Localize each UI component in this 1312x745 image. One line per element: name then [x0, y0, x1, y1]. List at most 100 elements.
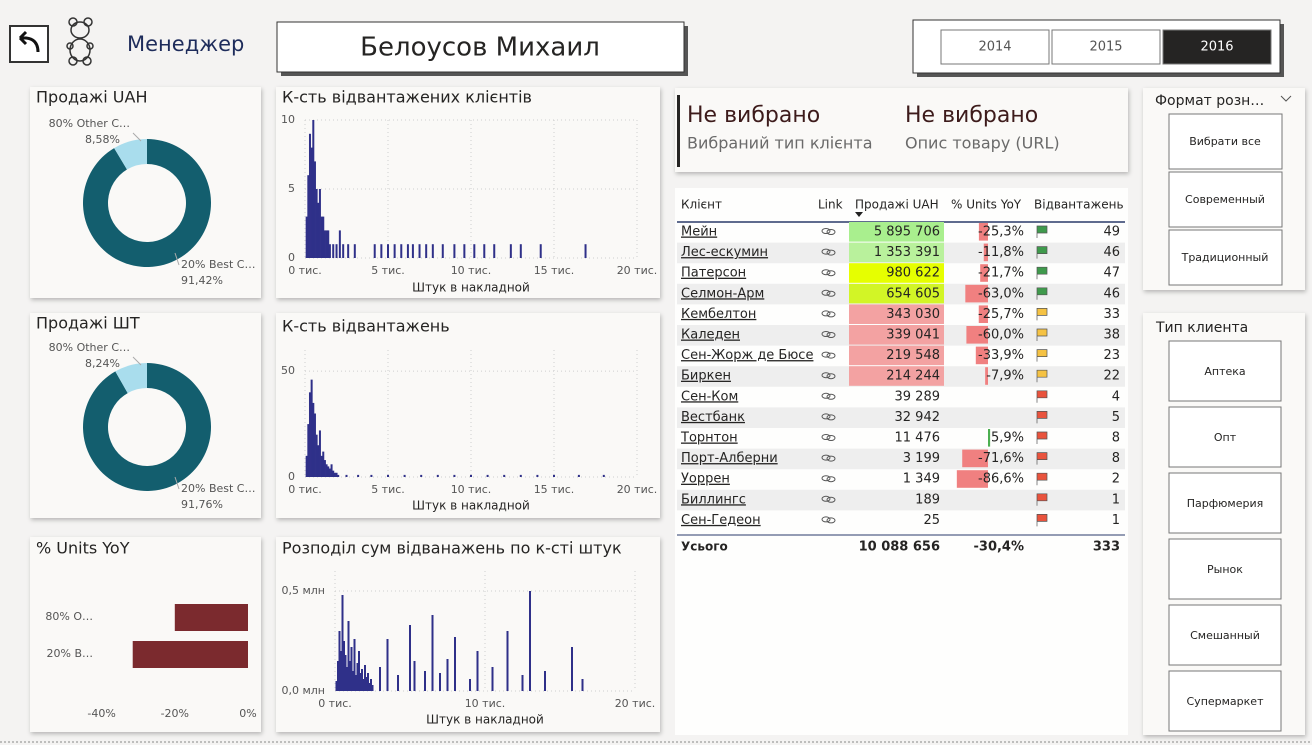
bar: [397, 675, 399, 691]
bar: [320, 216, 323, 258]
bar: [362, 679, 365, 691]
link-icon[interactable]: [821, 495, 836, 503]
slicer-title: Тип клиента: [1155, 320, 1248, 336]
year-button[interactable]: [940, 29, 1050, 65]
panel: [276, 87, 660, 298]
link-icon[interactable]: [821, 454, 836, 462]
client-name[interactable]: Порт-Алберни: [681, 451, 778, 466]
sales-highlight: [849, 325, 944, 345]
bar: [174, 604, 248, 631]
client-name[interactable]: Лес-ескумин: [681, 245, 768, 260]
bar: [335, 244, 338, 258]
link-icon[interactable]: [821, 372, 836, 380]
link-icon[interactable]: [821, 516, 836, 524]
x-tick-label: 20 тис.: [617, 264, 658, 277]
bar: [418, 244, 421, 258]
slicer-item: Традиционный: [1181, 251, 1269, 264]
bar: [370, 679, 372, 691]
slicer-button[interactable]: [1168, 604, 1282, 666]
slicer-button[interactable]: [1168, 171, 1283, 228]
client-name[interactable]: Уоррен: [681, 472, 730, 487]
client-name[interactable]: Мейн: [681, 225, 717, 240]
y-tick-label: 5: [288, 182, 295, 195]
bar: [371, 685, 374, 691]
manager-name: Белоусов Михаил: [360, 33, 600, 63]
link-icon[interactable]: [821, 228, 836, 235]
total-yoy: -30,4%: [974, 540, 1025, 555]
bar: [413, 661, 416, 691]
bar: [602, 474, 605, 477]
slicer-button[interactable]: [1168, 113, 1283, 170]
back-icon: [18, 30, 40, 53]
client-name[interactable]: Селмон-Арм: [681, 286, 764, 301]
status-flag: [1036, 390, 1048, 403]
bar: [323, 460, 326, 477]
link-loop: [821, 454, 831, 461]
name-box: [276, 21, 685, 73]
bar: [358, 651, 360, 691]
bar: [400, 244, 403, 258]
status-flag: [1036, 452, 1048, 465]
back-button[interactable]: [9, 25, 49, 63]
link-loop: [821, 310, 831, 317]
y-tick-label: 80% O…: [45, 610, 93, 623]
bar: [333, 472, 336, 477]
sales-value: 980 622: [886, 266, 940, 281]
slicer-button[interactable]: [1168, 538, 1282, 600]
bar: [454, 637, 456, 691]
leader-line: [174, 476, 180, 490]
x-tick-label: 20 тис.: [617, 483, 658, 496]
client-name[interactable]: Биркен: [681, 369, 731, 384]
bar: [509, 244, 512, 258]
sales-value: 214 244: [886, 369, 940, 384]
sales-highlight: [849, 242, 944, 263]
shipments-value: 38: [1103, 328, 1120, 343]
x-tick-label: -40%: [87, 707, 115, 720]
client-name[interactable]: Биллингс: [681, 492, 746, 507]
link-loop: [821, 475, 831, 482]
link-icon[interactable]: [821, 351, 836, 359]
chart-title: Продажі ШТ: [36, 314, 140, 333]
panel: [30, 537, 261, 732]
link-icon[interactable]: [821, 310, 836, 318]
bar: [364, 665, 366, 691]
client-name[interactable]: Сен-Жорж де Бюсе: [681, 348, 813, 363]
slicer-button[interactable]: [1168, 472, 1282, 534]
sales-highlight: [849, 283, 944, 304]
sales-value: 189: [915, 492, 940, 507]
link-loop: [826, 496, 836, 503]
year-button[interactable]: [1162, 29, 1272, 65]
bar: [536, 474, 539, 477]
slicer-button[interactable]: [1168, 406, 1282, 468]
donut-value: 91,76%: [181, 498, 223, 511]
link-icon[interactable]: [821, 248, 836, 256]
slicer-button[interactable]: [1168, 340, 1282, 402]
client-name[interactable]: Торнтон: [680, 431, 738, 446]
bar: [340, 651, 342, 691]
client-name[interactable]: Патерсон: [681, 266, 746, 281]
client-name[interactable]: Каледен: [681, 328, 740, 343]
client-name[interactable]: Кембелтон: [681, 307, 756, 322]
client-name[interactable]: Сен-Гедеон: [681, 513, 761, 528]
donut-slice: [83, 139, 212, 267]
y-tick-label: 0: [288, 470, 295, 483]
link-icon[interactable]: [821, 331, 836, 338]
slicer-button[interactable]: [1168, 670, 1282, 732]
link-icon[interactable]: [821, 289, 836, 297]
bar: [320, 455, 323, 477]
link-icon[interactable]: [821, 434, 836, 441]
link-icon[interactable]: [821, 413, 836, 421]
year-button[interactable]: [1051, 29, 1161, 65]
client-name[interactable]: Сен-Ком: [681, 389, 738, 404]
bar: [347, 244, 350, 258]
link-loop: [826, 373, 836, 380]
link-icon[interactable]: [821, 269, 836, 277]
yoy-value: -63,0%: [978, 286, 1024, 301]
row-shade: [677, 448, 1125, 470]
client-name[interactable]: Вестбанк: [681, 410, 745, 425]
yoy-value: -71,6%: [978, 451, 1024, 466]
link-icon[interactable]: [821, 392, 836, 400]
link-icon[interactable]: [821, 475, 836, 483]
slicer-button[interactable]: [1168, 229, 1283, 286]
chevron[interactable]: [1280, 95, 1292, 102]
